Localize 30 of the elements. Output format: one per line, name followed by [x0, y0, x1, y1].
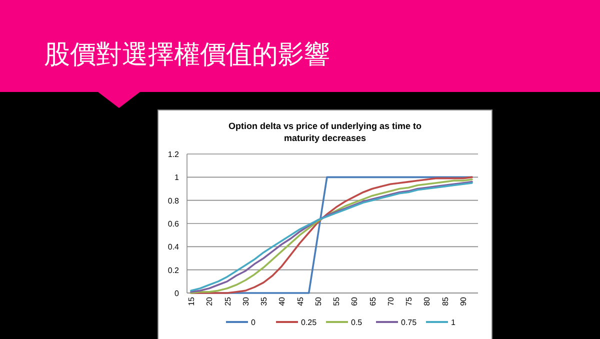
x-tick-label: 15: [187, 296, 196, 306]
y-tick-label: 0.2: [168, 266, 180, 275]
y-tick-label: 1.2: [168, 150, 180, 159]
legend-label: 0.25: [301, 318, 318, 327]
x-tick-label: 75: [404, 296, 414, 306]
x-tick-label: 50: [314, 296, 323, 306]
y-tick-label: 0.4: [168, 242, 180, 252]
y-tick-label: 0.8: [168, 196, 180, 206]
chart-title: 股價對選擇權價值的影響: [44, 40, 330, 70]
x-tick-label: 20: [205, 296, 214, 306]
x-tick-label: 65: [368, 296, 378, 306]
legend-label: 0.5: [351, 318, 363, 327]
x-tick-label: 85: [440, 296, 450, 306]
legend-label: 0: [251, 318, 256, 327]
legend-label: 1: [451, 318, 456, 327]
x-tick-label: 70: [386, 296, 396, 306]
chart-subtitle: Option delta vs price of underlying as time to maturity decreases: [228, 121, 422, 143]
y-tick-label: 0.6: [168, 220, 180, 228]
y-tick-label: 0: [174, 289, 180, 298]
x-tick-label: 55: [332, 296, 342, 306]
x-tick-label: 40: [278, 296, 287, 306]
y-tick-label: 1: [174, 173, 180, 182]
x-tick-label: 80: [422, 296, 432, 306]
legend-label: 0.75: [401, 318, 418, 327]
x-tick-label: 90: [458, 296, 468, 306]
x-tick-label: 35: [260, 296, 269, 306]
x-tick-label: 30: [241, 296, 250, 306]
x-tick-label: 60: [350, 296, 360, 306]
x-tick-label: 25: [223, 296, 232, 306]
x-tick-label: 45: [296, 296, 305, 306]
